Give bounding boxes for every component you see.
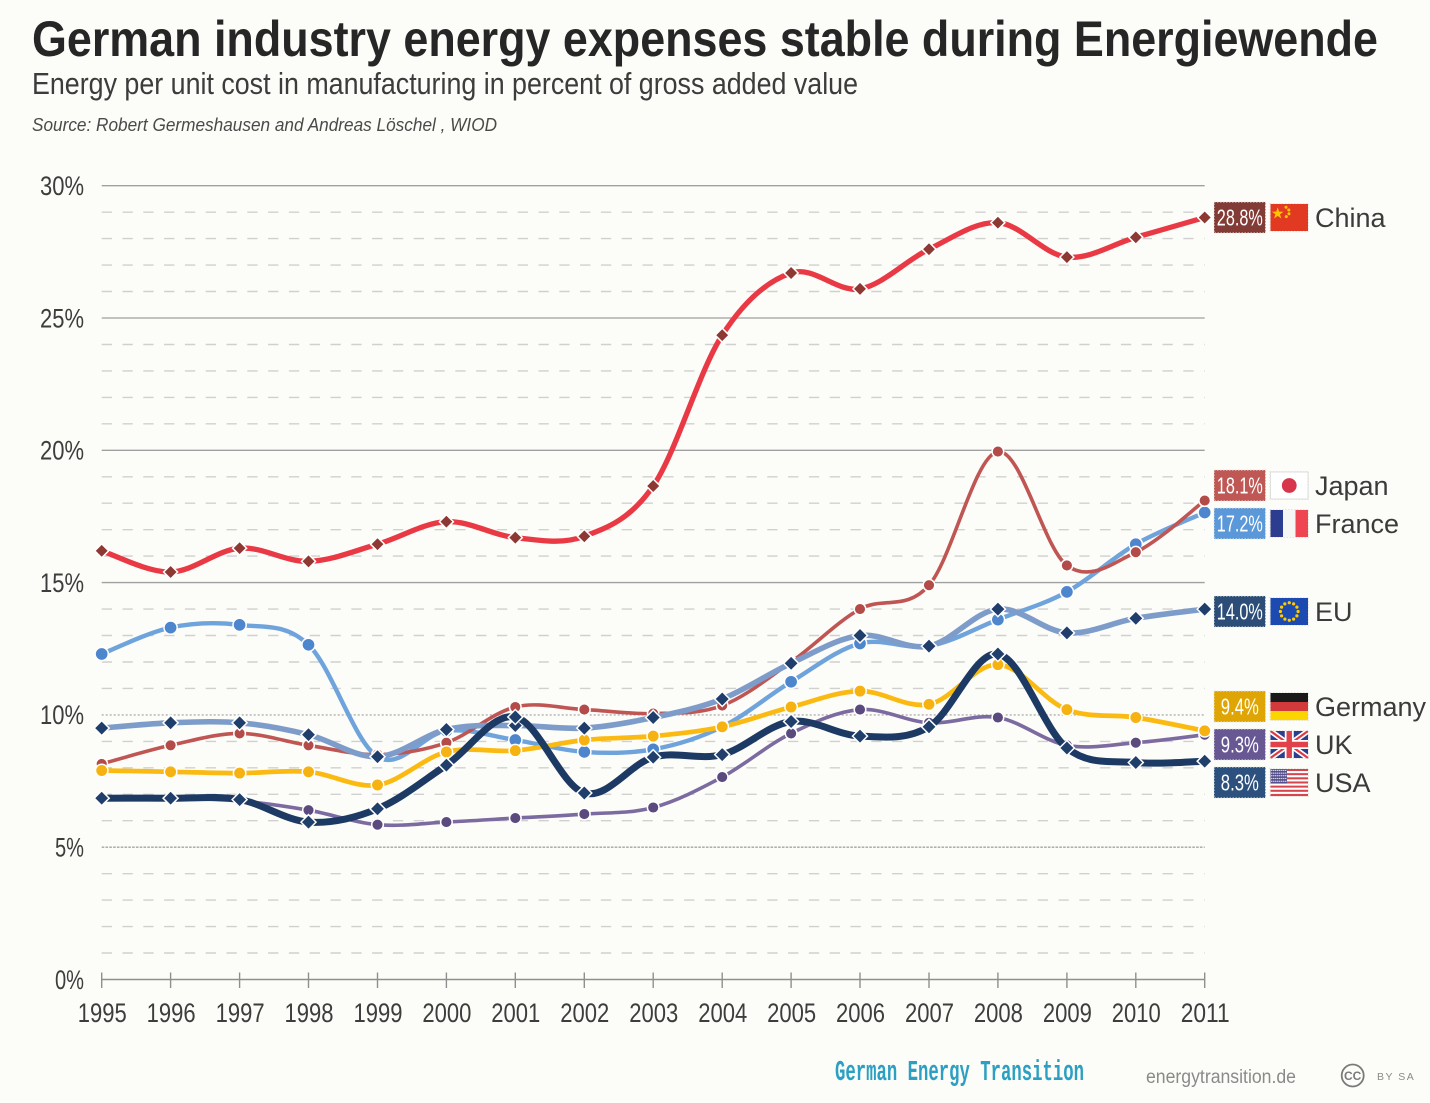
svg-text:CC: CC (1344, 1069, 1362, 1083)
svg-text:2002: 2002 (560, 998, 609, 1028)
svg-text:8.3%: 8.3% (1221, 770, 1259, 796)
svg-text:10%: 10% (40, 700, 84, 730)
svg-text:2004: 2004 (698, 998, 747, 1028)
svg-text:2003: 2003 (629, 998, 678, 1028)
svg-text:China: China (1315, 203, 1387, 233)
svg-text:2007: 2007 (905, 998, 954, 1028)
svg-text:Germany: Germany (1315, 692, 1427, 722)
svg-text:USA: USA (1315, 768, 1371, 798)
svg-text:2000: 2000 (422, 998, 471, 1028)
svg-text:9.4%: 9.4% (1221, 694, 1259, 720)
svg-text:2008: 2008 (974, 998, 1023, 1028)
svg-text:28.8%: 28.8% (1217, 205, 1263, 231)
svg-text:2010: 2010 (1112, 998, 1161, 1028)
svg-text:France: France (1315, 509, 1399, 539)
svg-text:17.2%: 17.2% (1217, 511, 1263, 537)
svg-text:25%: 25% (40, 303, 84, 333)
svg-text:18.1%: 18.1% (1217, 473, 1263, 499)
svg-text:German industry energy expense: German industry energy expenses stable d… (32, 11, 1378, 67)
svg-text:9.3%: 9.3% (1221, 732, 1259, 758)
svg-text:14.0%: 14.0% (1217, 599, 1263, 625)
svg-text:BY SA: BY SA (1377, 1071, 1415, 1083)
svg-text:1997: 1997 (216, 998, 265, 1028)
svg-text:Japan: Japan (1315, 471, 1389, 501)
svg-text:2001: 2001 (491, 998, 540, 1028)
svg-text:Energy per unit cost in manufa: Energy per unit cost in manufacturing in… (32, 66, 858, 101)
svg-text:5%: 5% (55, 833, 84, 863)
svg-text:1998: 1998 (285, 998, 334, 1028)
svg-text:20%: 20% (40, 436, 84, 466)
svg-text:2006: 2006 (836, 998, 885, 1028)
svg-text:0%: 0% (55, 965, 84, 995)
svg-text:1995: 1995 (78, 998, 127, 1028)
svg-text:UK: UK (1315, 730, 1353, 760)
svg-text:2009: 2009 (1043, 998, 1092, 1028)
svg-text:1996: 1996 (147, 998, 196, 1028)
svg-text:EU: EU (1315, 597, 1353, 627)
svg-text:2005: 2005 (767, 998, 816, 1028)
svg-text:30%: 30% (40, 171, 84, 201)
svg-text:energytransition.de: energytransition.de (1146, 1067, 1296, 1088)
svg-text:Source: Robert Germeshausen an: Source: Robert Germeshausen and Andreas … (32, 114, 497, 135)
svg-text:15%: 15% (40, 568, 84, 598)
svg-text:1999: 1999 (354, 998, 403, 1028)
svg-text:2011: 2011 (1181, 998, 1230, 1028)
svg-text:German Energy Transition: German Energy Transition (835, 1056, 1084, 1089)
